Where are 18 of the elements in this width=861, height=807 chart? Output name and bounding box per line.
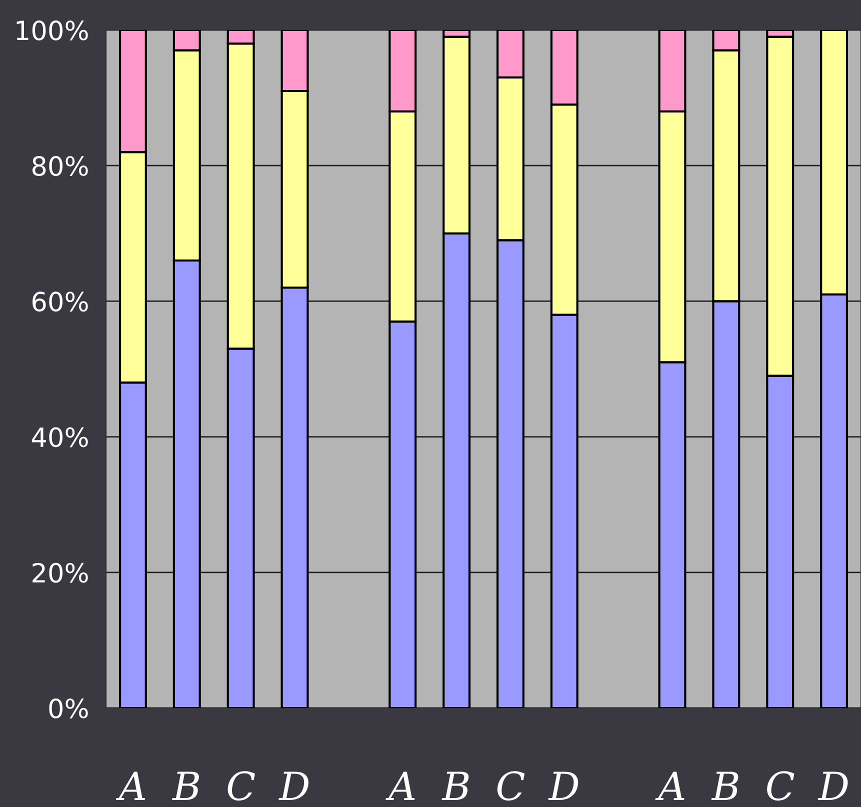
x-tick-label: B xyxy=(172,772,199,800)
x-tick-label: C xyxy=(497,771,525,801)
x-tick-label: A xyxy=(386,772,415,800)
x-tick-label: C xyxy=(767,771,794,801)
y-tick-label: 20% xyxy=(32,562,88,583)
y-tick-label: 40% xyxy=(32,427,88,448)
x-tick-label: B xyxy=(711,772,738,800)
y-tick-label: 80% xyxy=(32,156,88,176)
y-tick-label: 0% xyxy=(49,698,88,718)
x-tick-label: B xyxy=(442,772,469,800)
x-tick-label: C xyxy=(228,771,255,801)
x-tick-label: D xyxy=(548,772,578,800)
y-tick-label: 100% xyxy=(16,20,88,40)
x-tick-label: A xyxy=(655,772,684,800)
x-tick-label: D xyxy=(278,772,308,800)
y-tick-label: 60% xyxy=(32,292,88,312)
x-tick-label: A xyxy=(116,772,146,800)
x-tick-label: D xyxy=(818,772,848,800)
